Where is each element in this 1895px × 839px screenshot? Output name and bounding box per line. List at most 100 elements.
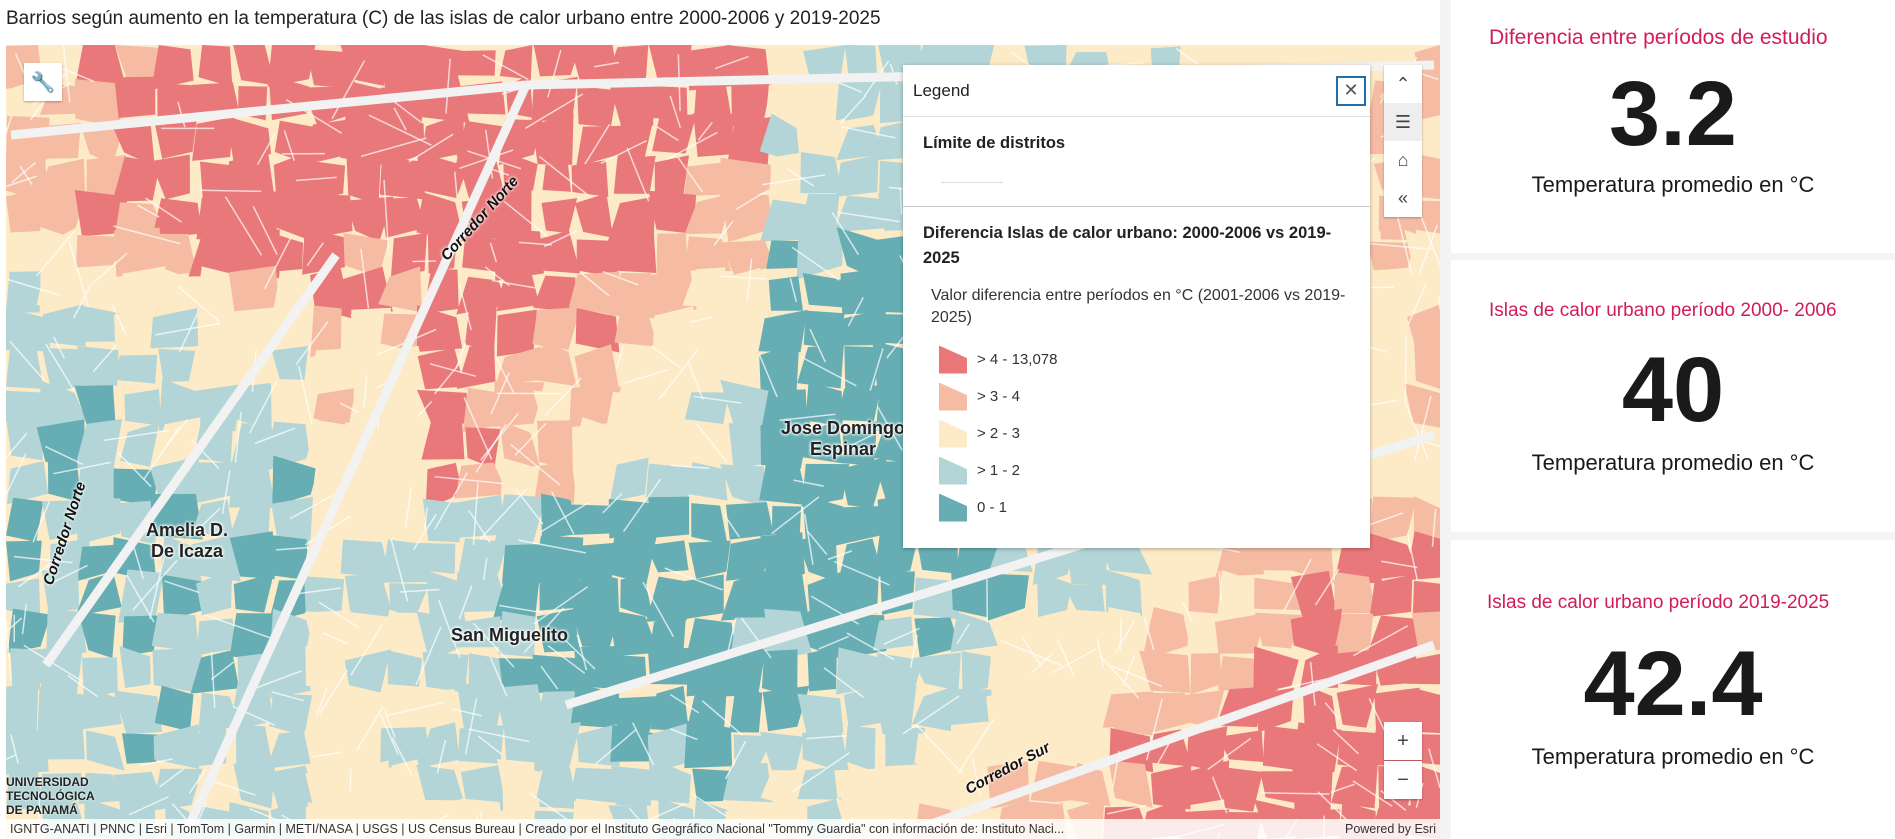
neighborhood-polygon	[951, 760, 999, 810]
card-subtitle: Temperatura promedio en °C	[1531, 172, 1815, 197]
neighborhood-polygon	[609, 457, 649, 502]
legend-item-label: 0 - 1	[977, 499, 1008, 516]
neighborhood-polygon	[726, 351, 769, 394]
street-line	[468, 509, 491, 544]
neighborhood-polygon	[6, 189, 47, 233]
neighborhood-polygon	[759, 113, 800, 164]
legend-swatch	[939, 382, 967, 411]
neighborhood-polygon	[574, 344, 619, 395]
street-line	[23, 644, 84, 683]
street-line	[21, 604, 28, 635]
neighborhood-polygon	[503, 151, 538, 200]
street-line	[295, 320, 329, 365]
street-line	[503, 200, 549, 238]
neighborhood-polygon	[836, 308, 886, 346]
neighborhood-polygon	[229, 457, 276, 508]
neighborhood-polygon	[995, 651, 1038, 693]
neighborhood-polygon	[840, 456, 888, 509]
street-line	[368, 114, 432, 146]
collapse-up-button[interactable]: ⌃	[1395, 73, 1411, 94]
street-line	[1418, 211, 1440, 266]
street-line	[360, 137, 427, 158]
neighborhood-polygon	[1333, 613, 1374, 658]
street-line	[253, 670, 302, 690]
street-line	[1381, 560, 1418, 569]
neighborhood-polygon	[802, 732, 850, 775]
neighborhood-polygon	[113, 468, 159, 507]
map-title: Barrios según aumento en la temperatura …	[6, 8, 881, 29]
neighborhood-polygon	[914, 617, 960, 658]
neighborhood-polygon	[987, 573, 1029, 621]
legend-swatch	[939, 345, 967, 374]
street-line	[899, 187, 903, 215]
street-line	[720, 275, 766, 280]
street-line	[642, 581, 675, 638]
neighborhood-polygon	[151, 612, 199, 653]
street-line	[103, 429, 170, 442]
neighborhood-polygon	[351, 307, 391, 347]
neighborhood-polygon	[771, 505, 802, 541]
neighborhood-polygon	[720, 157, 771, 205]
street-line	[1428, 748, 1440, 789]
street-line	[400, 588, 440, 593]
street-line	[690, 792, 727, 817]
street-line	[298, 366, 313, 424]
neighborhood-polygon	[152, 647, 204, 693]
street-line	[137, 204, 160, 218]
neighborhood-polygon	[608, 273, 658, 319]
neighborhood-polygon	[534, 691, 575, 733]
street-line	[791, 246, 840, 281]
neighborhood-polygon	[455, 462, 508, 499]
neighborhood-polygon	[652, 306, 694, 353]
neighborhood-polygon	[81, 127, 124, 165]
neighborhood-polygon	[1214, 613, 1267, 654]
zoom-in-button[interactable]: +	[1384, 722, 1422, 760]
close-legend-button[interactable]: ✕	[1336, 75, 1366, 106]
tools-button[interactable]: 🔧	[24, 63, 62, 101]
street-line	[92, 345, 117, 373]
neighborhood-polygon	[385, 690, 418, 730]
neighborhood-polygon	[835, 154, 879, 197]
neighborhood-polygon	[77, 460, 126, 507]
neighborhood-polygon	[686, 683, 728, 733]
street-line	[199, 189, 262, 193]
expand-button[interactable]: «	[1397, 187, 1408, 208]
street-line	[956, 623, 970, 645]
map-view[interactable]: Corredor Norte Corredor Norte Corredor S…	[6, 45, 1440, 839]
street-line	[714, 55, 749, 70]
street-line	[602, 493, 623, 514]
neighborhood-polygon	[303, 194, 353, 240]
neighborhood-polygon	[569, 504, 620, 535]
street-line	[576, 634, 588, 671]
neighborhood-polygon	[188, 227, 241, 277]
street-line	[489, 656, 508, 697]
neighborhood-polygon	[310, 305, 342, 357]
street-line	[6, 114, 13, 134]
neighborhood-polygon	[684, 310, 730, 356]
home-button[interactable]: ⌂	[1397, 149, 1409, 170]
neighborhood-polygon	[316, 726, 347, 771]
street-line	[1182, 602, 1193, 623]
neighborhood-polygon	[720, 240, 774, 278]
neighborhood-polygon	[608, 609, 659, 657]
neighborhood-polygon	[840, 267, 886, 315]
powered-by-esri[interactable]: Powered by Esri	[1344, 822, 1436, 836]
neighborhood-polygon	[1217, 570, 1261, 616]
neighborhood-polygon	[40, 380, 87, 429]
zoom-out-button[interactable]: −	[1384, 761, 1422, 799]
street-line	[252, 206, 278, 256]
neighborhood-polygon	[6, 759, 44, 813]
highway-line	[181, 83, 531, 835]
neighborhood-polygon	[6, 683, 39, 736]
legend-button[interactable]: ☰	[1384, 103, 1422, 141]
neighborhood-polygon	[571, 160, 609, 197]
street-line	[1365, 242, 1435, 251]
street-line	[823, 667, 864, 698]
legend-item-label: > 3 - 4	[977, 388, 1020, 405]
card-value: 42.4	[1583, 633, 1763, 735]
neighborhood-polygon	[196, 569, 233, 616]
neighborhood-polygon	[761, 572, 810, 622]
street-line	[6, 453, 27, 496]
neighborhood-polygon	[78, 772, 127, 805]
neighborhood-polygon	[684, 392, 729, 424]
